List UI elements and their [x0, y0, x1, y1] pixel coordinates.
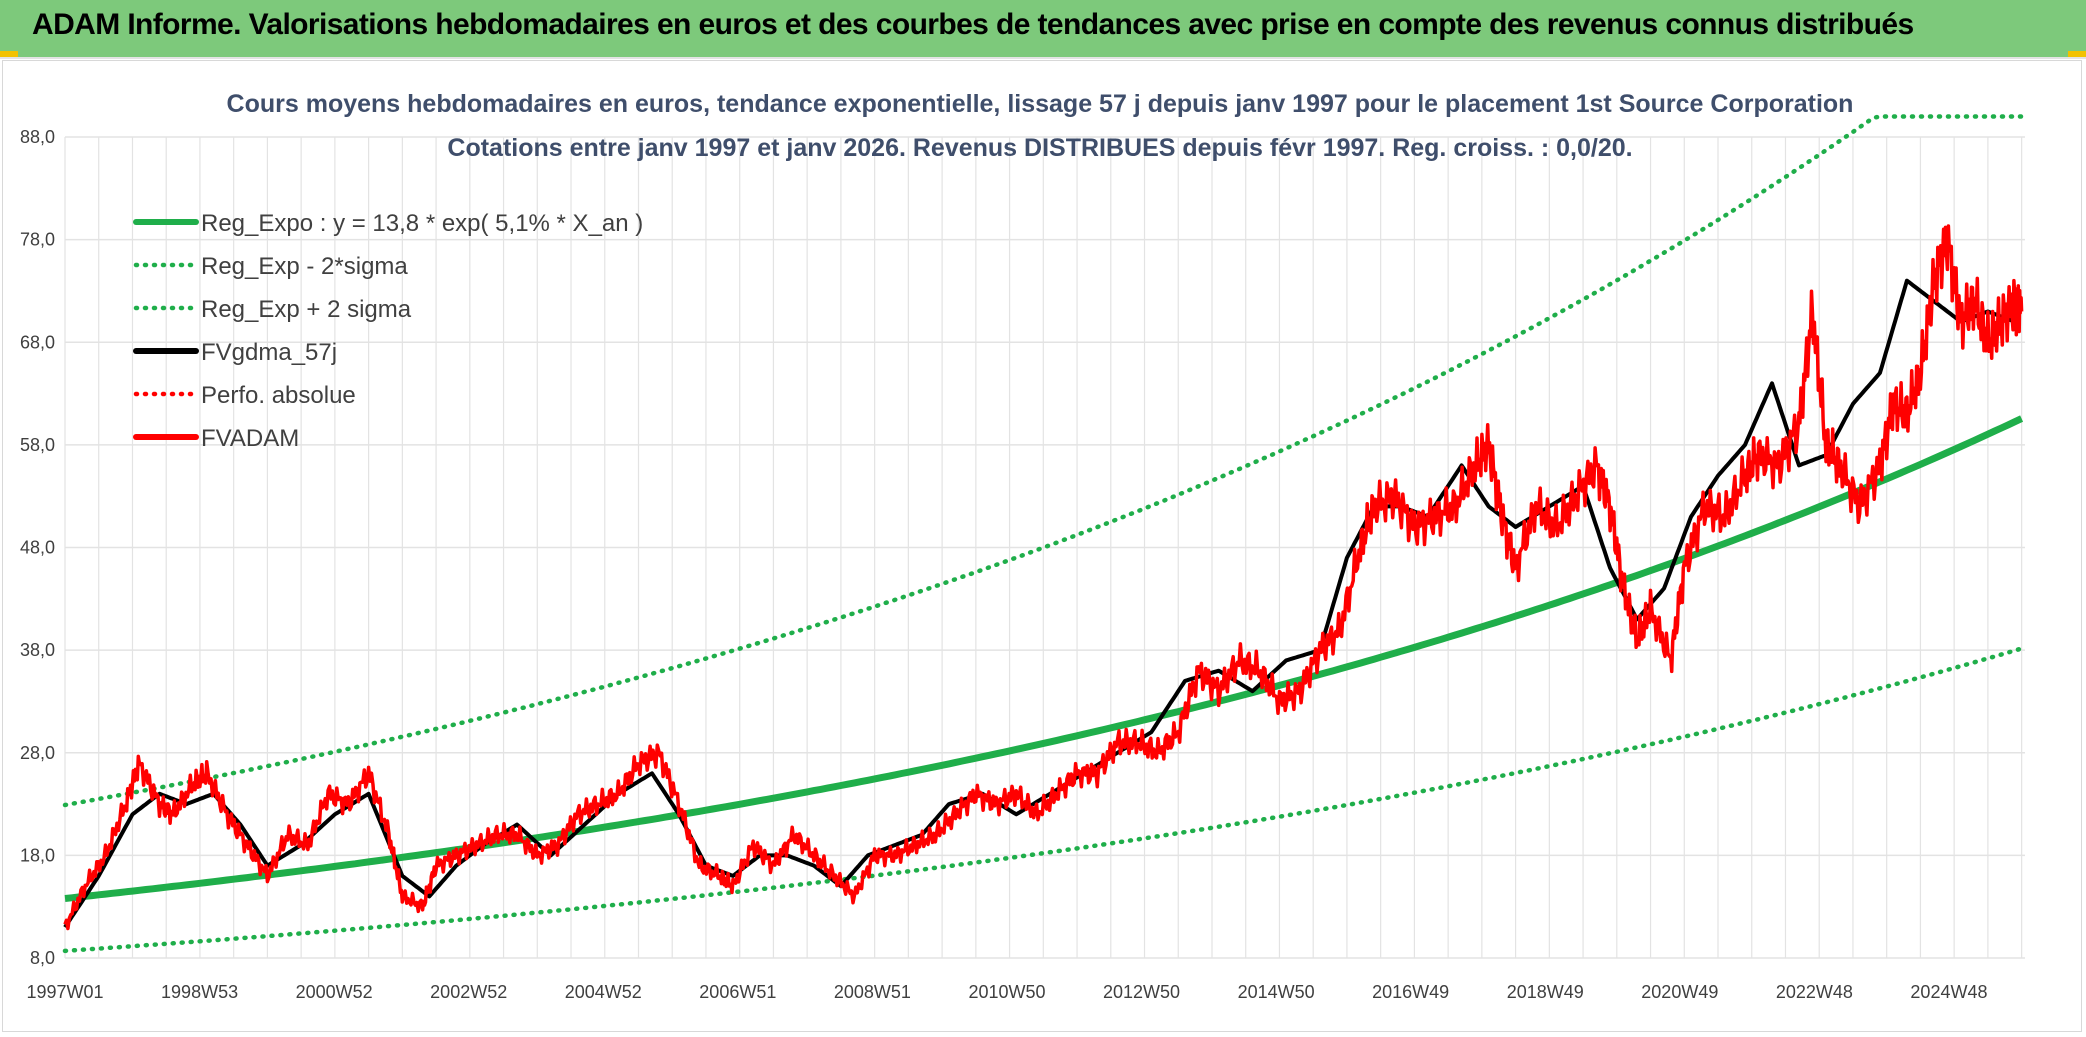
legend-label: Reg_Expo : y = 13,8 * exp( 5,1% * X_an )	[201, 210, 643, 237]
x-axis-ticks: 1997W01 1998W53 2000W52 2002W52 2004W52 2006W…	[26, 982, 1987, 1002]
corner-marker-left	[0, 51, 18, 57]
grid-layer	[64, 136, 2025, 959]
y-tick-label: 18,0	[20, 845, 55, 865]
y-tick-label: 48,0	[20, 538, 55, 558]
series-layer	[62, 114, 2024, 954]
x-tick-label: 2004W52	[565, 982, 642, 1002]
x-tick-label: 2022W48	[1776, 982, 1853, 1002]
x-tick-label: 2002W52	[430, 982, 507, 1002]
series-reg-expo	[64, 415, 2024, 902]
legend-label: Reg_Exp + 2 sigma	[201, 296, 412, 323]
chart-legend: Reg_Expo : y = 13,8 * exp( 5,1% * X_an )…	[133, 210, 643, 452]
x-tick-label: 2016W49	[1372, 982, 1449, 1002]
chart-title-line1: Cours moyens hebdomadaires en euros, ten…	[227, 90, 1854, 118]
report-title: ADAM Informe. Valorisations hebdomadaire…	[32, 8, 1914, 41]
legend-label: FVgdma_57j	[201, 339, 337, 366]
series-fvadam	[63, 224, 2024, 931]
x-tick-label: 2012W50	[1103, 982, 1180, 1002]
x-tick-label: 2010W50	[968, 982, 1045, 1002]
header-bar: ADAM Informe. Valorisations hebdomadaire…	[0, 0, 2086, 59]
y-tick-label: 68,0	[20, 332, 55, 352]
y-tick-label: 8,0	[30, 948, 55, 968]
corner-marker-right	[2068, 51, 2086, 57]
x-tick-label: 2014W50	[1238, 982, 1315, 1002]
series-reg-upper-2sigma	[62, 114, 2024, 808]
y-tick-label: 58,0	[20, 435, 55, 455]
x-tick-label: 1997W01	[26, 982, 103, 1002]
chart-title-line2: Cotations entre janv 1997 et janv 2026. …	[447, 134, 1632, 162]
legend-label: FVADAM	[201, 425, 299, 452]
series-fvgdma-57j	[63, 278, 2016, 929]
x-tick-label: 2024W48	[1910, 982, 1987, 1002]
x-tick-label: 1998W53	[161, 982, 238, 1002]
y-axis-ticks: 8,0 18,0 28,0 38,0 48,0 58,0 68,0 78,0 88,0	[20, 127, 55, 968]
chart-frame	[2, 60, 2082, 1032]
y-tick-label: 78,0	[20, 230, 55, 250]
legend-label: Reg_Exp - 2*sigma	[201, 253, 408, 280]
y-tick-label: 88,0	[20, 127, 55, 147]
y-tick-label: 28,0	[20, 743, 55, 763]
x-tick-label: 2018W49	[1507, 982, 1584, 1002]
x-tick-label: 2008W51	[834, 982, 911, 1002]
legend-label: Perfo. absolue	[201, 382, 356, 409]
x-tick-label: 2020W49	[1641, 982, 1718, 1002]
x-tick-label: 2000W52	[296, 982, 373, 1002]
x-tick-label: 2006W51	[699, 982, 776, 1002]
series-reg-lower-2sigma	[62, 646, 2024, 954]
y-tick-label: 38,0	[20, 640, 55, 660]
